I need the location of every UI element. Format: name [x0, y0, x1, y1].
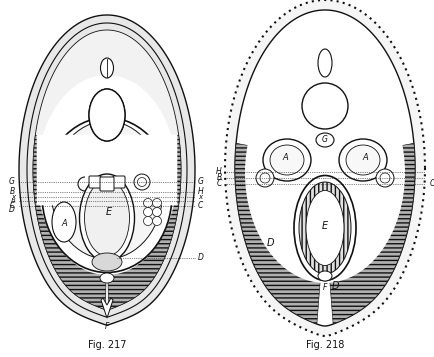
Ellipse shape: [42, 117, 172, 272]
Circle shape: [256, 169, 274, 187]
Ellipse shape: [346, 145, 380, 175]
Text: b: b: [10, 198, 15, 204]
Text: D: D: [331, 281, 339, 291]
Ellipse shape: [245, 63, 405, 283]
Text: H: H: [198, 187, 204, 196]
FancyBboxPatch shape: [89, 176, 101, 188]
Circle shape: [138, 177, 147, 186]
Ellipse shape: [339, 139, 387, 181]
Ellipse shape: [294, 176, 356, 281]
FancyBboxPatch shape: [100, 177, 114, 191]
Text: F: F: [105, 322, 109, 331]
FancyBboxPatch shape: [113, 176, 125, 188]
Ellipse shape: [306, 191, 344, 266]
Polygon shape: [33, 30, 181, 310]
Text: E: E: [322, 221, 328, 231]
Text: E: E: [106, 207, 112, 217]
Text: A: A: [282, 154, 288, 162]
Text: Fig. 218: Fig. 218: [306, 340, 344, 350]
Text: C: C: [430, 180, 434, 188]
Circle shape: [380, 173, 390, 183]
Polygon shape: [27, 23, 187, 317]
Text: G: G: [9, 177, 15, 186]
Ellipse shape: [89, 89, 125, 141]
Ellipse shape: [100, 273, 114, 283]
Circle shape: [302, 83, 348, 129]
Polygon shape: [235, 143, 322, 324]
Ellipse shape: [101, 58, 114, 78]
Polygon shape: [235, 10, 415, 326]
Ellipse shape: [89, 89, 125, 141]
Text: C: C: [198, 201, 204, 211]
Polygon shape: [225, 0, 425, 336]
Text: x: x: [198, 194, 202, 200]
Circle shape: [152, 207, 161, 216]
Ellipse shape: [316, 133, 334, 147]
Text: C: C: [10, 201, 15, 211]
Circle shape: [134, 174, 150, 190]
Polygon shape: [33, 135, 107, 310]
Circle shape: [144, 207, 152, 216]
Ellipse shape: [318, 49, 332, 77]
Text: C: C: [217, 180, 222, 188]
Polygon shape: [101, 298, 113, 318]
Text: H: H: [216, 167, 222, 176]
Text: G: G: [198, 177, 204, 186]
Circle shape: [376, 169, 394, 187]
Polygon shape: [108, 135, 181, 310]
Text: D: D: [9, 206, 15, 215]
Circle shape: [144, 216, 152, 226]
Ellipse shape: [85, 180, 129, 256]
Ellipse shape: [92, 253, 122, 271]
Text: Fig. 217: Fig. 217: [88, 340, 126, 350]
Circle shape: [260, 173, 270, 183]
Ellipse shape: [263, 139, 311, 181]
Text: A: A: [362, 154, 368, 162]
Ellipse shape: [37, 75, 177, 275]
Text: A: A: [61, 220, 67, 228]
Text: F: F: [323, 283, 327, 292]
Polygon shape: [328, 143, 415, 324]
Text: D: D: [198, 253, 204, 262]
Ellipse shape: [51, 121, 163, 259]
Text: B: B: [217, 174, 222, 182]
FancyBboxPatch shape: [37, 135, 178, 205]
Ellipse shape: [299, 182, 351, 274]
Circle shape: [144, 198, 152, 207]
Ellipse shape: [52, 202, 76, 242]
Ellipse shape: [318, 271, 332, 281]
Text: x: x: [11, 194, 15, 200]
Polygon shape: [19, 15, 195, 325]
Ellipse shape: [79, 174, 135, 262]
Ellipse shape: [270, 145, 304, 175]
Text: D: D: [266, 238, 274, 248]
Circle shape: [152, 198, 161, 207]
Text: B: B: [10, 187, 15, 196]
Circle shape: [152, 216, 161, 226]
Text: G: G: [322, 136, 328, 145]
